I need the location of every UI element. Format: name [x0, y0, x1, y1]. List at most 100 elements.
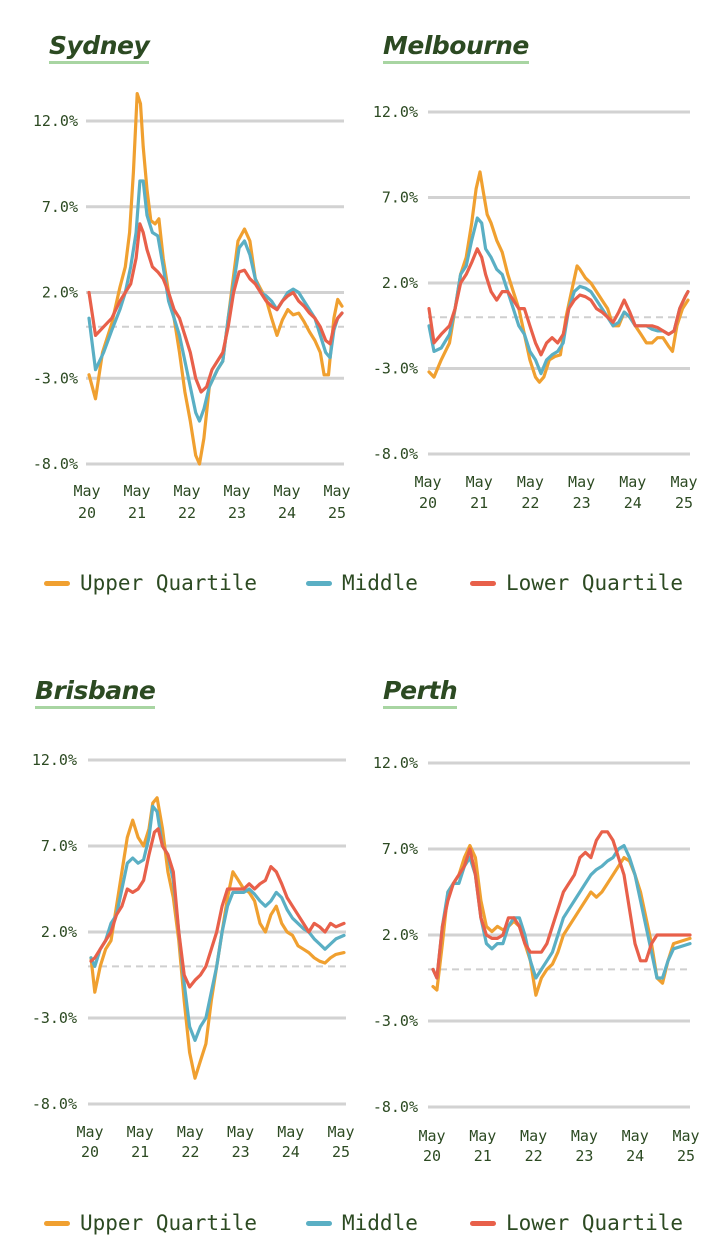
- x-tick-label: May: [469, 1127, 496, 1145]
- series-line-upper-quartile: [89, 796, 346, 1080]
- x-tick-label: 22: [521, 494, 539, 512]
- x-tick-label: 24: [626, 1147, 644, 1165]
- x-tick-label: 25: [328, 504, 346, 522]
- x-tick-label: May: [517, 473, 544, 491]
- legend-label-lower-quartile: Lower Quartile: [506, 571, 684, 595]
- x-tick-label: 21: [128, 504, 146, 522]
- legend-label-upper-quartile: Upper Quartile: [80, 1211, 258, 1235]
- x-tick-label: May: [327, 1123, 354, 1141]
- y-tick-label: -8.0%: [32, 1095, 77, 1113]
- legend-bottom: Upper Quartile Middle Lower Quartile: [0, 1208, 716, 1238]
- x-tick-label: May: [520, 1127, 547, 1145]
- x-tick-label: May: [414, 473, 441, 491]
- y-tick-label: 2.0%: [42, 284, 78, 302]
- x-tick-label: May: [273, 482, 300, 500]
- y-tick-label: -8.0%: [373, 1098, 418, 1116]
- chart-sydney-plot: 12.0% 7.0% 2.0% -3.0% -8.0% May 20 May 21 May 22 Ma…: [33, 92, 351, 522]
- x-tick-label: 20: [81, 1143, 99, 1161]
- x-tick-label: May: [571, 1127, 598, 1145]
- chart-melbourne-plot: 12.0% 7.0% 2.0% -3.0% -8.0% May 20 May 21 May 22 Ma…: [373, 103, 698, 512]
- x-tick-label: 21: [131, 1143, 149, 1161]
- chart-title-perth: Perth: [383, 678, 458, 709]
- x-tick-label: May: [177, 1123, 204, 1141]
- x-tick-label: 24: [624, 494, 642, 512]
- x-tick-label: 25: [332, 1143, 350, 1161]
- series-line-middle: [87, 179, 344, 423]
- x-tick-label: 20: [423, 1147, 441, 1165]
- legend-label-upper-quartile: Upper Quartile: [80, 571, 258, 595]
- x-tick-label: May: [127, 1123, 154, 1141]
- x-tick-label: May: [227, 1123, 254, 1141]
- x-tick-label: May: [466, 473, 493, 491]
- legend-item-lower-quartile: Lower Quartile: [470, 568, 683, 598]
- y-tick-label: 2.0%: [382, 274, 418, 292]
- y-tick-label: -8.0%: [373, 445, 418, 463]
- x-tick-label: 23: [575, 1147, 593, 1165]
- legend-label-middle: Middle: [342, 1211, 418, 1235]
- legend-item-middle: Middle: [306, 568, 418, 598]
- x-tick-label: May: [76, 1123, 103, 1141]
- y-tick-label: 7.0%: [42, 198, 78, 216]
- x-tick-label: 22: [525, 1147, 543, 1165]
- x-tick-label: 20: [419, 494, 437, 512]
- series-line-middle: [89, 804, 346, 1042]
- y-tick-label: -3.0%: [32, 1009, 77, 1027]
- legend-swatch-upper-quartile: [44, 1220, 70, 1226]
- y-tick-label: -3.0%: [373, 1012, 418, 1030]
- y-tick-label: -3.0%: [33, 369, 78, 387]
- x-tick-label: 25: [677, 1147, 695, 1165]
- chart-perth-plot: 12.0%7.0%2.0%-3.0%-8.0%May20May21May22Ma…: [373, 754, 700, 1165]
- legend-label-lower-quartile: Lower Quartile: [506, 1211, 684, 1235]
- legend-swatch-middle: [306, 580, 332, 586]
- x-tick-label: May: [672, 1127, 699, 1145]
- y-tick-label: 2.0%: [41, 923, 77, 941]
- legend-top: Upper Quartile Middle Lower Quartile: [0, 568, 716, 598]
- x-tick-label: 23: [232, 1143, 250, 1161]
- x-tick-label: 23: [573, 494, 591, 512]
- x-tick-label: May: [123, 482, 150, 500]
- x-tick-label: May: [418, 1127, 445, 1145]
- legend-item-middle: Middle: [306, 1208, 418, 1238]
- y-tick-label: 12.0%: [33, 112, 78, 130]
- x-tick-label: 25: [675, 494, 693, 512]
- chart-title-sydney: Sydney: [49, 33, 150, 64]
- y-tick-label: 7.0%: [382, 840, 418, 858]
- x-tick-label: 21: [470, 494, 488, 512]
- x-tick-label: 24: [278, 504, 296, 522]
- series-line-lower-quartile: [89, 827, 346, 989]
- legend-swatch-upper-quartile: [44, 580, 70, 586]
- x-tick-label: May: [73, 482, 100, 500]
- y-tick-label: -3.0%: [373, 360, 418, 378]
- chart-brisbane-plot: 12.0% 7.0% 2.0% -3.0% -8.0% May 20 May 21 May 22 Ma…: [32, 751, 355, 1161]
- x-tick-label: 22: [181, 1143, 199, 1161]
- series-line-lower-quartile: [87, 222, 344, 394]
- x-tick-label: May: [223, 482, 250, 500]
- series-line-lower-quartile: [431, 830, 692, 980]
- y-tick-label: 2.0%: [382, 926, 418, 944]
- legend-swatch-lower-quartile: [470, 1220, 496, 1226]
- x-tick-label: May: [568, 473, 595, 491]
- chart-title-melbourne: Melbourne: [383, 33, 529, 64]
- series-line-middle: [431, 844, 692, 980]
- series-line-lower-quartile: [427, 247, 690, 357]
- legend-label-middle: Middle: [342, 571, 418, 595]
- x-tick-label: 23: [228, 504, 246, 522]
- x-tick-label: May: [323, 482, 350, 500]
- legend-swatch-middle: [306, 1220, 332, 1226]
- y-tick-label: 12.0%: [373, 103, 418, 121]
- legend-item-upper-quartile: Upper Quartile: [44, 1208, 257, 1238]
- x-tick-label: May: [622, 1127, 649, 1145]
- legend-item-upper-quartile: Upper Quartile: [44, 568, 257, 598]
- x-tick-label: 24: [282, 1143, 300, 1161]
- legend-item-lower-quartile: Lower Quartile: [470, 1208, 683, 1238]
- x-tick-label: 21: [474, 1147, 492, 1165]
- series-line-upper-quartile: [427, 170, 690, 384]
- y-tick-label: 12.0%: [32, 751, 77, 769]
- legend-swatch-lower-quartile: [470, 580, 496, 586]
- x-tick-label: 20: [78, 504, 96, 522]
- y-tick-label: 7.0%: [382, 189, 418, 207]
- x-tick-label: May: [619, 473, 646, 491]
- x-tick-label: 22: [178, 504, 196, 522]
- y-tick-label: 7.0%: [41, 837, 77, 855]
- x-tick-label: May: [173, 482, 200, 500]
